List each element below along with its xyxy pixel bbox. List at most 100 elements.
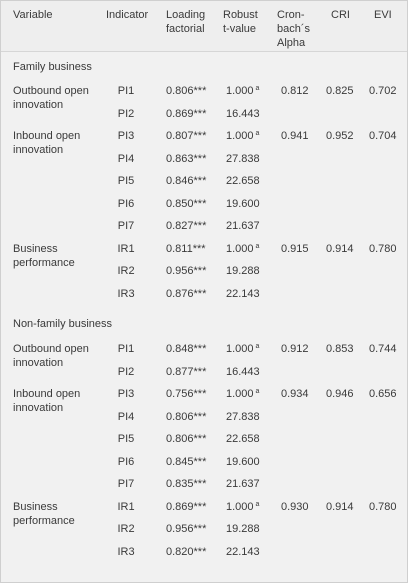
family-business-label-line1: Business bbox=[13, 242, 58, 255]
indicator-cell: PI7 bbox=[117, 478, 135, 490]
indicator-cell: IR3 bbox=[117, 545, 135, 558]
loading-cell: 0.806*** bbox=[166, 410, 207, 423]
evi-cell: 0.704 bbox=[369, 130, 397, 142]
t-value-number: 27.838 bbox=[226, 152, 260, 165]
loading-cell: 0.756*** bbox=[166, 388, 207, 400]
loading-cell: 0.820*** bbox=[166, 545, 207, 558]
indicator-cell: IR2 bbox=[117, 265, 135, 277]
evi-cell: 0.780 bbox=[369, 500, 397, 513]
cronbach-alpha-cell: 0.915 bbox=[281, 242, 309, 255]
indicator-cell: PI2 bbox=[117, 365, 135, 378]
evi-cell: 0.744 bbox=[369, 343, 397, 355]
indicator-cell: PI4 bbox=[117, 152, 135, 165]
indicator-cell: PI6 bbox=[117, 455, 135, 468]
indicator-cell: IR2 bbox=[117, 523, 135, 535]
loading-cell: 0.869*** bbox=[166, 500, 207, 513]
loading-cell: 0.807*** bbox=[166, 130, 207, 142]
indicator-cell: PI1 bbox=[117, 85, 135, 97]
indicator-cell: IR1 bbox=[117, 242, 135, 255]
indicator-cell: PI6 bbox=[117, 197, 135, 210]
t-value-number: 22.658 bbox=[226, 433, 260, 445]
t-value-number: 22.143 bbox=[226, 287, 260, 300]
indicator-cell: PI5 bbox=[117, 175, 135, 187]
t-value-number: 21.637 bbox=[226, 220, 260, 232]
indicator-cell: IR1 bbox=[117, 500, 135, 513]
t-value-cell: 19.600 bbox=[226, 455, 260, 469]
nonfamily-inbound-label-line2: innovation bbox=[13, 402, 64, 414]
indicator-cell: PI3 bbox=[117, 130, 135, 142]
header-loading-line2: factorial bbox=[166, 23, 205, 35]
cronbach-alpha-cell: 0.941 bbox=[281, 130, 309, 142]
t-value-cell: 22.658 bbox=[226, 432, 260, 446]
table-body: Family business Outbound open innovation In… bbox=[1, 52, 407, 582]
loading-cell: 0.956*** bbox=[166, 265, 207, 277]
cri-cell: 0.952 bbox=[326, 130, 354, 142]
loading-cell: 0.877*** bbox=[166, 365, 207, 378]
nonfamily-outbound-label-line1: Outbound open bbox=[13, 343, 89, 355]
cri-cell: 0.914 bbox=[326, 242, 354, 255]
header-cronbach-line1: Cron- bbox=[277, 9, 305, 21]
t-value-number: 1.000 bbox=[226, 242, 254, 255]
cronbach-alpha-cell: 0.812 bbox=[281, 85, 309, 97]
t-value-cell: 16.443 bbox=[226, 107, 260, 121]
t-value-cell: 1.000 a bbox=[226, 342, 259, 358]
header-variable: Variable bbox=[13, 9, 53, 21]
t-value-number: 1.000 bbox=[226, 130, 254, 142]
evi-cell: 0.780 bbox=[369, 242, 397, 255]
header-evi: EVI bbox=[374, 9, 392, 21]
t-value-cell: 16.443 bbox=[226, 365, 260, 379]
loading-cell: 0.869*** bbox=[166, 107, 207, 120]
t-value-number: 1.000 bbox=[226, 85, 254, 97]
family-outbound-label-line1: Outbound open bbox=[13, 85, 89, 97]
loading-cell: 0.806*** bbox=[166, 85, 207, 97]
t-value-cell: 22.143 bbox=[226, 545, 260, 559]
loading-cell: 0.806*** bbox=[166, 433, 207, 445]
t-value-number: 21.637 bbox=[226, 478, 260, 490]
t-value-cell: 27.838 bbox=[226, 152, 260, 166]
header-cronbach-line3: Alpha bbox=[277, 37, 306, 49]
nonfamily-section-title: Non-family business bbox=[13, 318, 113, 330]
superscript-note: a bbox=[255, 500, 260, 508]
indicator-cell: PI3 bbox=[117, 388, 135, 400]
loading-cell: 0.811*** bbox=[166, 242, 206, 255]
loading-cell: 0.850*** bbox=[166, 197, 207, 210]
header-indicator: Indicator bbox=[106, 9, 149, 21]
t-value-number: 27.838 bbox=[226, 410, 260, 423]
cri-cell: 0.825 bbox=[326, 85, 354, 97]
t-value-number: 22.658 bbox=[226, 175, 260, 187]
t-value-cell: 19.600 bbox=[226, 197, 260, 211]
header-loading-line1: Loading bbox=[166, 9, 206, 21]
t-value-number: 19.288 bbox=[226, 523, 260, 535]
t-value-cell: 1.000 a bbox=[226, 129, 259, 145]
family-inbound-label-line2: innovation bbox=[13, 144, 64, 156]
header-robust-line1: Robust bbox=[223, 9, 258, 21]
t-value-number: 19.600 bbox=[226, 455, 260, 468]
nonfamily-outbound-label-line2: innovation bbox=[13, 357, 64, 369]
t-value-number: 19.600 bbox=[226, 197, 260, 210]
evi-cell: 0.656 bbox=[369, 388, 397, 400]
header-robust-line2: t-value bbox=[223, 23, 257, 35]
t-value-number: 16.443 bbox=[226, 107, 260, 120]
t-value-cell: 1.000 a bbox=[226, 242, 259, 258]
family-inbound-label-line1: Inbound open bbox=[13, 130, 81, 142]
cronbach-alpha-cell: 0.912 bbox=[281, 343, 309, 355]
t-value-cell: 1.000 a bbox=[226, 500, 259, 516]
superscript-note: a bbox=[255, 242, 260, 250]
cri-cell: 0.946 bbox=[326, 388, 354, 400]
family-outbound-label-line2: innovation bbox=[13, 99, 64, 111]
cri-cell: 0.853 bbox=[326, 343, 354, 355]
nonfamily-business-label-line2: performance bbox=[13, 514, 75, 527]
cronbach-alpha-cell: 0.930 bbox=[281, 500, 309, 513]
indicator-cell: PI7 bbox=[117, 220, 135, 232]
t-value-number: 19.288 bbox=[226, 265, 260, 277]
t-value-cell: 19.288 bbox=[226, 522, 260, 536]
loading-cell: 0.845*** bbox=[166, 455, 207, 468]
evi-cell: 0.702 bbox=[369, 85, 397, 97]
t-value-number: 1.000 bbox=[226, 500, 254, 513]
t-value-cell: 19.288 bbox=[226, 264, 260, 278]
superscript-note: a bbox=[255, 343, 260, 350]
loading-cell: 0.956*** bbox=[166, 523, 207, 535]
t-value-cell: 22.658 bbox=[226, 174, 260, 188]
indicator-cell: PI5 bbox=[117, 433, 135, 445]
